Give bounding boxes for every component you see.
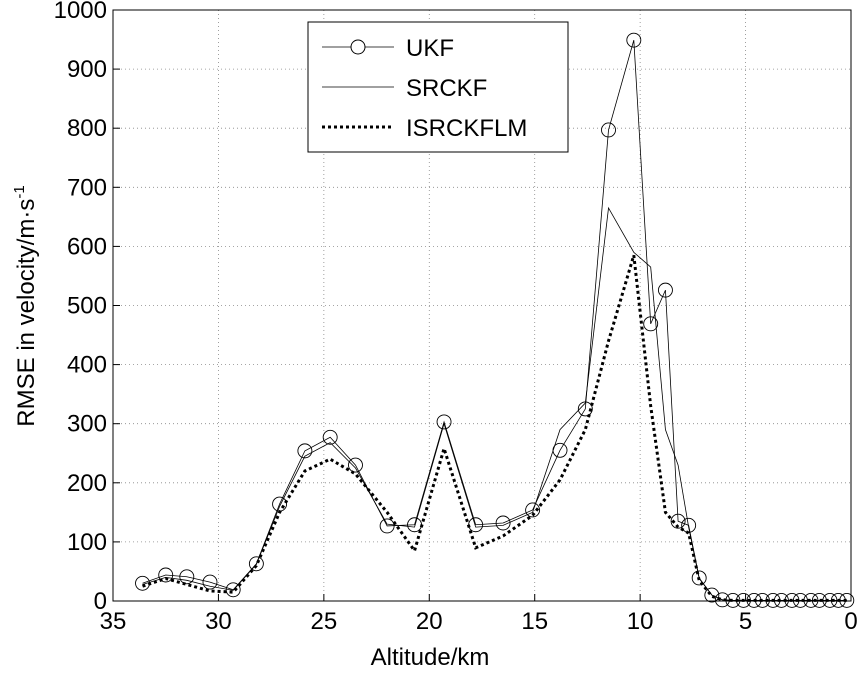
y-tick-label: 300 xyxy=(67,411,107,438)
data-point xyxy=(601,122,616,138)
data-point xyxy=(643,316,659,332)
data-point xyxy=(297,443,313,459)
data-point xyxy=(248,556,264,572)
x-axis-label: Altitude/km xyxy=(371,644,490,671)
data-point xyxy=(525,502,541,518)
data-point xyxy=(348,457,363,473)
y-tick-label: 800 xyxy=(67,115,107,142)
data-point xyxy=(704,587,720,603)
y-tick-label: 600 xyxy=(67,233,107,260)
y-tick-label: 400 xyxy=(67,352,107,379)
series-line xyxy=(142,254,847,602)
y-label-sup: -1 xyxy=(11,185,28,198)
data-point xyxy=(202,574,218,590)
x-tick-label: 30 xyxy=(205,608,232,635)
y-axis-label: RMSE in velocity/m·s-1 xyxy=(11,185,40,426)
legend-marker xyxy=(350,39,366,55)
data-point xyxy=(158,567,174,583)
data-point xyxy=(670,513,686,529)
y-tick-label: 1000 xyxy=(54,0,107,24)
series-line xyxy=(142,206,847,601)
legend-label: ISRCKFLM xyxy=(406,115,527,142)
x-tick-label: 15 xyxy=(521,608,548,635)
data-point xyxy=(691,570,707,586)
data-point xyxy=(626,32,642,48)
legend-label: UKF xyxy=(406,35,454,62)
x-tick-label: 20 xyxy=(416,608,443,635)
data-point xyxy=(322,429,338,445)
y-tick-label: 100 xyxy=(67,529,107,556)
data-point xyxy=(225,582,241,598)
y-tick-label: 0 xyxy=(94,588,107,615)
legend-label: SRCKF xyxy=(406,75,487,102)
data-point xyxy=(436,414,452,430)
data-point xyxy=(495,515,511,531)
data-point xyxy=(179,569,195,585)
data-point xyxy=(657,282,673,298)
y-tick-label: 500 xyxy=(67,293,107,320)
y-label-main: RMSE in velocity/m·s xyxy=(13,199,40,427)
y-tick-label: 900 xyxy=(67,56,107,83)
x-tick-label: 35 xyxy=(100,608,127,635)
y-tick-label: 700 xyxy=(67,174,107,201)
y-tick-label: 200 xyxy=(67,470,107,497)
plot-frame xyxy=(112,9,852,602)
x-tick-label: 5 xyxy=(739,608,752,635)
data-point xyxy=(379,518,395,534)
legend: UKF SRCKF ISRCKFLM xyxy=(307,21,569,153)
x-tick-label: 0 xyxy=(844,608,857,635)
x-tick-label: 25 xyxy=(311,608,338,635)
x-tick-label: 10 xyxy=(627,608,654,635)
